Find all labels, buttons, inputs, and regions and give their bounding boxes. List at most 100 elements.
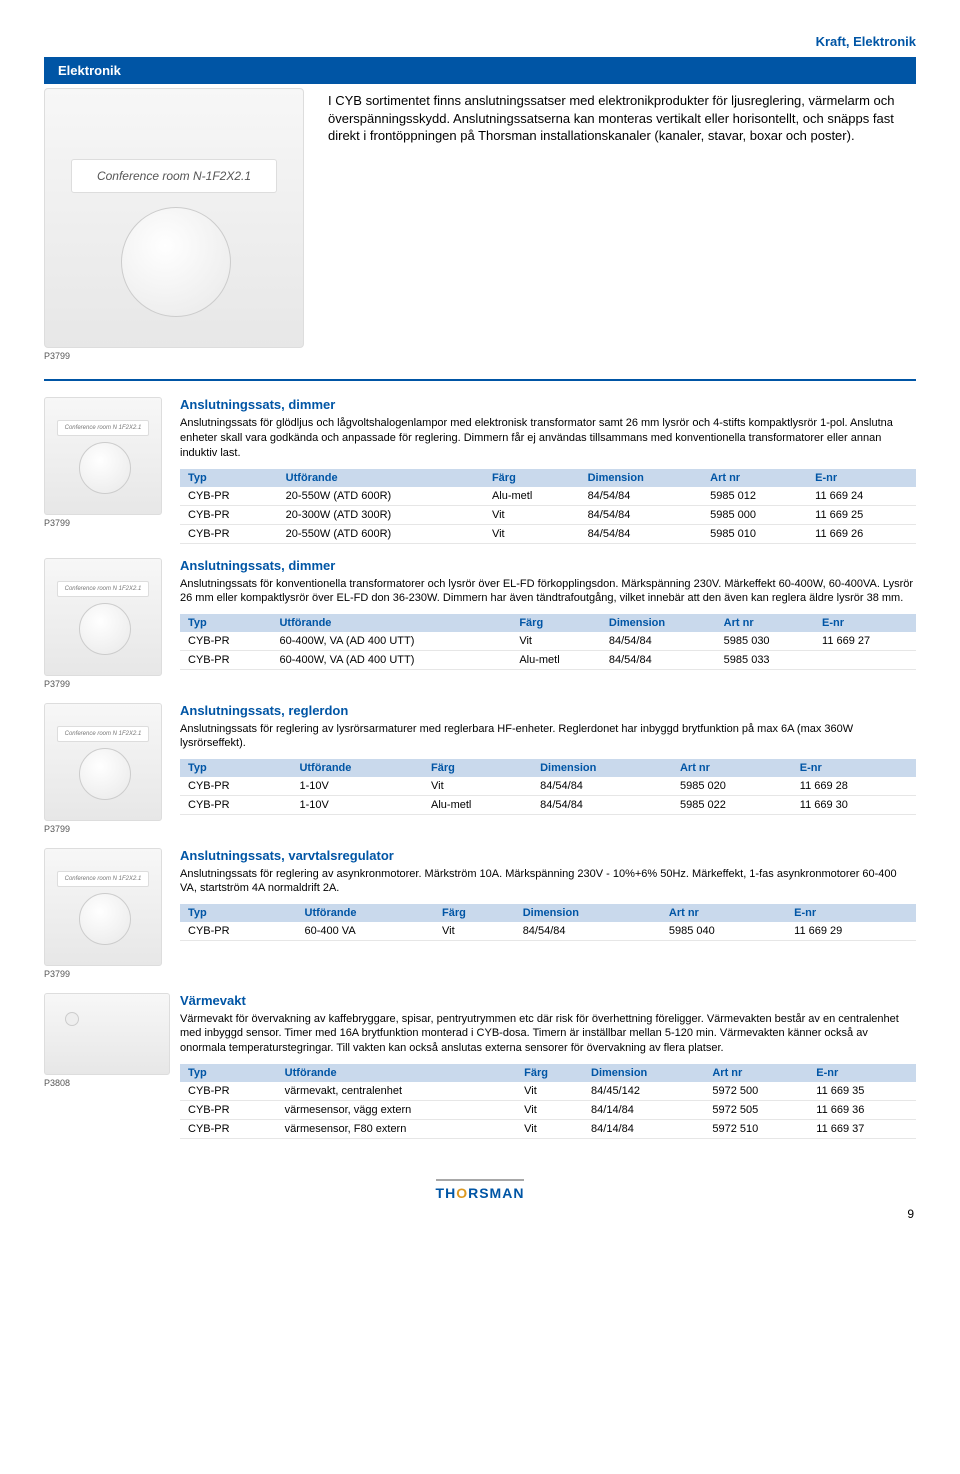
table-cell: 84/54/84 (580, 524, 703, 543)
product-section: Conference room N 1F2X2.1P3799Anslutning… (44, 397, 916, 544)
logo-pre: TH (436, 1185, 457, 1201)
table-header: Art nr (672, 759, 792, 777)
table-cell: 5985 000 (702, 505, 807, 524)
table-cell: 11 669 37 (808, 1120, 916, 1139)
table-cell: CYB-PR (180, 777, 291, 796)
table-cell: 5972 500 (704, 1082, 808, 1101)
product-section: Conference room N 1F2X2.1P3799Anslutning… (44, 848, 916, 979)
table-cell (814, 651, 916, 670)
table-cell: 11 669 30 (792, 796, 916, 815)
table-header: Färg (516, 1064, 583, 1082)
table-cell: Alu-metl (511, 651, 601, 670)
section-description: Värmevakt för övervakning av kaffebrygga… (180, 1012, 916, 1057)
table-header: Art nr (661, 904, 786, 922)
thumb-label: Conference room N 1F2X2.1 (57, 871, 149, 887)
table-header: Utförande (277, 1064, 516, 1082)
content-column: Anslutningssats, reglerdon Anslutningssat… (180, 703, 916, 834)
table-cell: värmesensor, F80 extern (277, 1120, 516, 1139)
table-cell: 84/54/84 (601, 632, 716, 651)
table-header: Färg (484, 469, 580, 487)
table-cell: 5985 020 (672, 777, 792, 796)
table-header: E-nr (786, 904, 916, 922)
table-row: CYB-PRvärmesensor, vägg externVit84/14/8… (180, 1101, 916, 1120)
thumb-column: Conference room N 1F2X2.1P3799 (44, 703, 162, 834)
table-cell: CYB-PR (180, 1120, 277, 1139)
table-cell: 11 669 24 (807, 487, 916, 506)
table-cell: 84/14/84 (583, 1101, 704, 1120)
category-header: Kraft, Elektronik (44, 34, 916, 49)
product-thumb: Conference room N 1F2X2.1 (44, 848, 162, 966)
product-section: Conference room N 1F2X2.1P3799Anslutning… (44, 703, 916, 834)
table-row: CYB-PR20-550W (ATD 600R)Vit84/54/845985 … (180, 524, 916, 543)
table-cell: CYB-PR (180, 1101, 277, 1120)
table-cell: Vit (484, 524, 580, 543)
table-header: Dimension (532, 759, 672, 777)
table-row: CYB-PRvärmevakt, centralenhetVit84/45/14… (180, 1082, 916, 1101)
table-header: Art nr (716, 614, 814, 632)
table-row: CYB-PR20-300W (ATD 300R)Vit84/54/845985 … (180, 505, 916, 524)
product-thumb: Conference room N 1F2X2.1 (44, 558, 162, 676)
footer: THORSMAN (44, 1179, 916, 1201)
product-table: TypUtförandeFärgDimensionArt nrE-nrCYB-P… (180, 469, 916, 544)
table-cell: CYB-PR (180, 1082, 277, 1101)
product-table: TypUtförandeFärgDimensionArt nrE-nrCYB-P… (180, 904, 916, 941)
thumb-label: Conference room N 1F2X2.1 (57, 726, 149, 742)
hero-image-code: P3799 (44, 351, 304, 361)
content-column: Anslutningssats, varvtalsregulatorAnslut… (180, 848, 916, 979)
table-header: Dimension (583, 1064, 704, 1082)
table-header: Dimension (515, 904, 661, 922)
table-header: Typ (180, 1064, 277, 1082)
section-description: Anslutningssats för reglering av lysrörs… (180, 722, 916, 752)
section-title: Värmevakt (180, 993, 916, 1008)
table-cell: Vit (423, 777, 532, 796)
table-cell: CYB-PR (180, 505, 278, 524)
table-cell: 84/54/84 (580, 505, 703, 524)
content-column: Anslutningssats, dimmerAnslutningssats f… (180, 397, 916, 544)
table-row: CYB-PR1-10VAlu-metl84/54/845985 02211 66… (180, 796, 916, 815)
table-header: E-nr (814, 614, 916, 632)
table-cell: 11 669 28 (792, 777, 916, 796)
table-header: Färg (423, 759, 532, 777)
product-thumb (44, 993, 170, 1075)
table-header: Utförande (291, 759, 423, 777)
product-section: P3808VärmevaktVärmevakt för övervakning … (44, 993, 916, 1140)
table-cell: 20-300W (ATD 300R) (278, 505, 484, 524)
section-title: Anslutningssats, reglerdon (180, 703, 916, 718)
dimmer-knob-icon (121, 207, 231, 317)
product-table: TypUtförandeFärgDimensionArt nrE-nrCYB-P… (180, 1064, 916, 1139)
intro-row: Conference room N-1F2X2.1 P3799 I CYB so… (44, 88, 916, 361)
table-cell: CYB-PR (180, 651, 271, 670)
table-cell: Alu-metl (484, 487, 580, 506)
table-cell: Alu-metl (423, 796, 532, 815)
table-cell: Vit (516, 1120, 583, 1139)
table-header: Art nr (702, 469, 807, 487)
table-cell: 5985 012 (702, 487, 807, 506)
table-cell: 5985 010 (702, 524, 807, 543)
table-cell: 5985 030 (716, 632, 814, 651)
table-row: CYB-PRvärmesensor, F80 externVit84/14/84… (180, 1120, 916, 1139)
table-header: E-nr (808, 1064, 916, 1082)
table-row: CYB-PR60-400 VAVit84/54/845985 04011 669… (180, 922, 916, 941)
table-header: Typ (180, 469, 278, 487)
dimmer-knob-icon (79, 748, 131, 800)
table-cell: Vit (484, 505, 580, 524)
table-cell: Vit (434, 922, 515, 941)
thumb-column: Conference room N 1F2X2.1P3799 (44, 397, 162, 544)
section-description: Anslutningssats för glödljus och lågvolt… (180, 416, 916, 461)
table-cell: 11 669 29 (786, 922, 916, 941)
table-header: Utförande (278, 469, 484, 487)
table-cell: CYB-PR (180, 524, 278, 543)
table-cell: 84/45/142 (583, 1082, 704, 1101)
table-header: Typ (180, 759, 291, 777)
product-table: TypUtförandeFärgDimensionArt nrE-nrCYB-P… (180, 614, 916, 670)
table-cell: CYB-PR (180, 632, 271, 651)
table-cell: 84/14/84 (583, 1120, 704, 1139)
section-title: Anslutningssats, dimmer (180, 558, 916, 573)
logo-o: O (456, 1185, 468, 1201)
hero-device-label: Conference room N-1F2X2.1 (71, 159, 277, 193)
table-cell: 1-10V (291, 777, 423, 796)
divider (44, 379, 916, 381)
table-cell: 20-550W (ATD 600R) (278, 524, 484, 543)
table-cell: 5985 040 (661, 922, 786, 941)
table-cell: 5972 505 (704, 1101, 808, 1120)
